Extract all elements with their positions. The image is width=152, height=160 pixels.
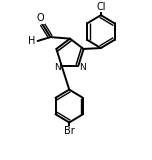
Text: N: N — [79, 63, 86, 72]
Text: Br: Br — [64, 126, 75, 136]
Text: O: O — [37, 13, 44, 23]
Text: H: H — [28, 36, 35, 46]
Text: N: N — [54, 63, 61, 72]
Text: Cl: Cl — [96, 2, 106, 12]
